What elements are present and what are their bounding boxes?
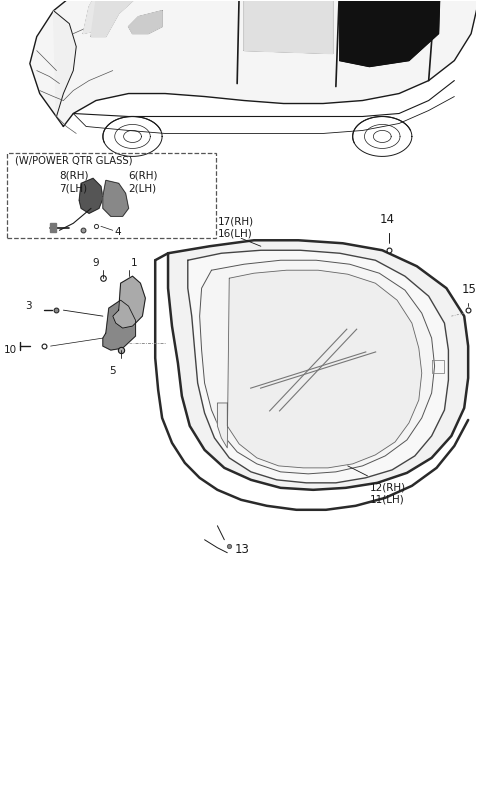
Text: 11(LH): 11(LH) <box>370 495 404 505</box>
Polygon shape <box>30 0 478 126</box>
Polygon shape <box>168 240 468 490</box>
Text: 10: 10 <box>4 345 17 355</box>
Text: 9: 9 <box>92 258 99 268</box>
Text: 12(RH): 12(RH) <box>370 483 406 492</box>
Text: 17(RH): 17(RH) <box>217 216 253 226</box>
Text: 6(RH): 6(RH) <box>129 170 158 180</box>
Polygon shape <box>83 0 162 34</box>
Polygon shape <box>340 0 442 66</box>
Polygon shape <box>113 277 145 328</box>
Text: 4: 4 <box>115 227 121 237</box>
Text: 16(LH): 16(LH) <box>217 229 252 238</box>
Bar <box>7 154 216 238</box>
Polygon shape <box>244 0 333 54</box>
Text: 13: 13 <box>234 543 249 556</box>
Polygon shape <box>54 11 76 117</box>
Polygon shape <box>79 178 103 214</box>
Text: 3: 3 <box>25 301 32 311</box>
Polygon shape <box>217 270 422 468</box>
Text: 15: 15 <box>461 283 476 296</box>
Text: 14: 14 <box>379 214 394 226</box>
Polygon shape <box>91 0 234 36</box>
Polygon shape <box>200 260 434 474</box>
Polygon shape <box>188 251 448 483</box>
Polygon shape <box>49 223 56 232</box>
Text: 1: 1 <box>131 258 137 268</box>
Text: 5: 5 <box>109 366 116 376</box>
Polygon shape <box>103 300 135 350</box>
Text: 2(LH): 2(LH) <box>129 184 156 193</box>
Text: 7(LH): 7(LH) <box>60 184 87 193</box>
Text: 8(RH): 8(RH) <box>60 170 89 180</box>
Polygon shape <box>103 180 129 217</box>
Polygon shape <box>129 11 162 34</box>
Text: (W/POWER QTR GLASS): (W/POWER QTR GLASS) <box>15 155 132 165</box>
